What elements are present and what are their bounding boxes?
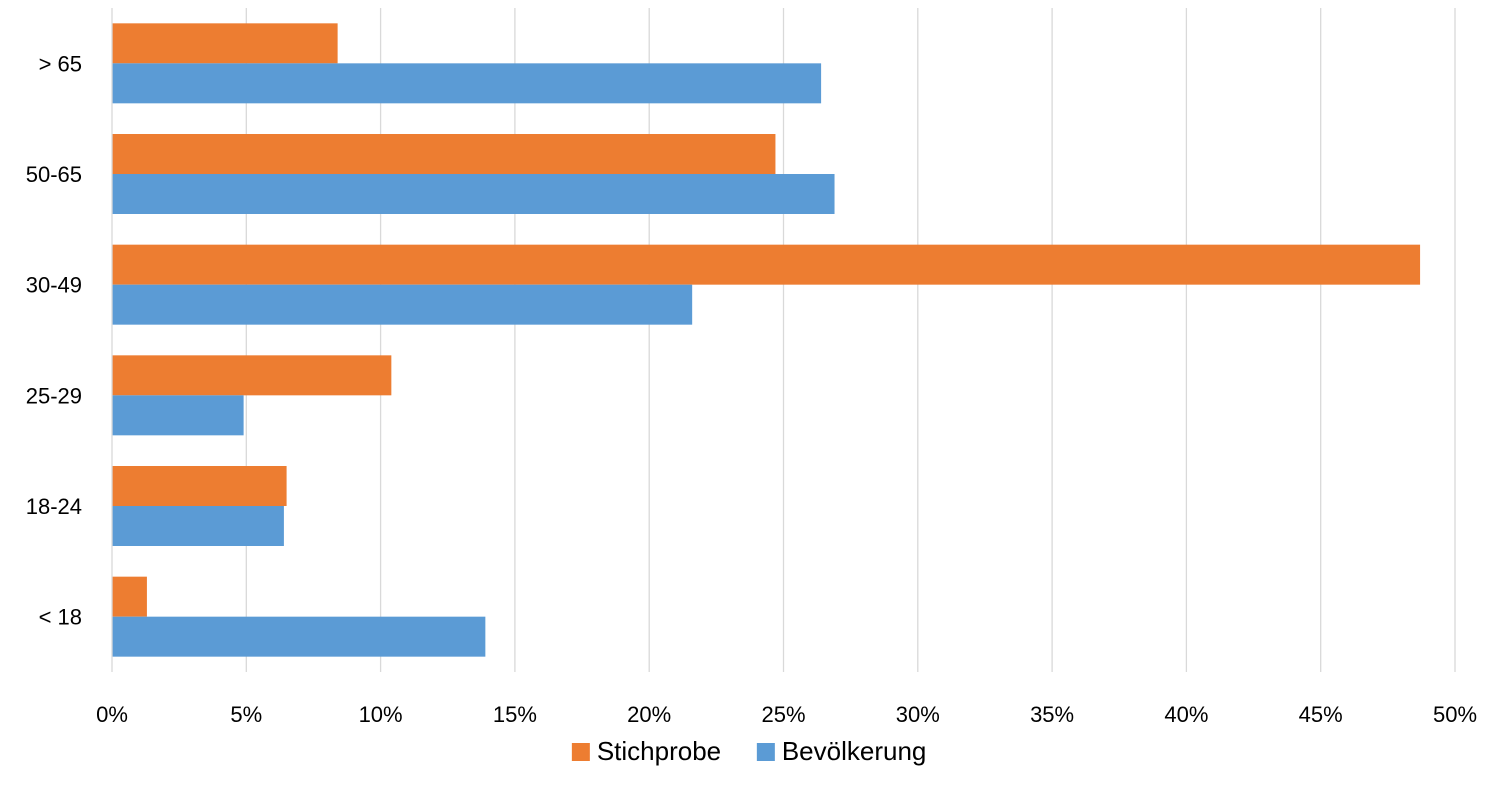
y-category-label: > 65 xyxy=(39,51,82,76)
bar-bevoelkerung xyxy=(112,284,693,325)
legend-label-stichprobe: Stichprobe xyxy=(597,736,721,766)
bar-bevoelkerung xyxy=(112,506,284,546)
y-category-label: 18-24 xyxy=(26,494,82,519)
legend-label-bevoelkerung: Bevölkerung xyxy=(782,736,927,766)
bar-bevoelkerung xyxy=(112,174,835,214)
x-tick-label: 25% xyxy=(761,702,805,727)
y-axis: < 18 18-24 25-29 30-49 50-65 > 65 xyxy=(26,8,113,672)
y-category-label: 25-29 xyxy=(26,383,82,408)
y-category-label: 50-65 xyxy=(26,162,82,187)
bar-stichprobe xyxy=(112,134,776,174)
bar-stichprobe xyxy=(112,466,287,506)
x-tick-label: 15% xyxy=(493,702,537,727)
bar-bevoelkerung xyxy=(112,395,244,436)
x-tick-label: 30% xyxy=(896,702,940,727)
x-tick-label: 0% xyxy=(96,702,128,727)
bars xyxy=(112,23,1421,657)
bar-stichprobe xyxy=(112,23,338,64)
legend-swatch-stichprobe xyxy=(571,743,590,761)
bar-stichprobe xyxy=(112,576,147,617)
x-tick-label: 35% xyxy=(1030,702,1074,727)
bar-stichprobe xyxy=(112,355,392,396)
x-tick-label: 10% xyxy=(359,702,403,727)
legend: Stichprobe Bevölkerung xyxy=(571,736,927,766)
bar-bevoelkerung xyxy=(112,616,486,657)
y-category-label: 30-49 xyxy=(26,273,82,298)
legend-swatch-bevoelkerung xyxy=(756,743,775,761)
y-category-label: < 18 xyxy=(39,605,82,630)
gridlines xyxy=(245,8,1456,672)
x-tick-label: 45% xyxy=(1299,702,1343,727)
x-tick-label: 50% xyxy=(1433,702,1477,727)
x-tick-label: 20% xyxy=(627,702,671,727)
x-tick-label: 40% xyxy=(1164,702,1208,727)
bar-stichprobe xyxy=(112,244,1421,285)
bar-bevoelkerung xyxy=(112,63,822,104)
x-tick-label: 5% xyxy=(230,702,262,727)
x-axis: 0% 5% 10% 15% 20% 25% 30% 35% 40% 45% 50% xyxy=(96,702,1477,727)
